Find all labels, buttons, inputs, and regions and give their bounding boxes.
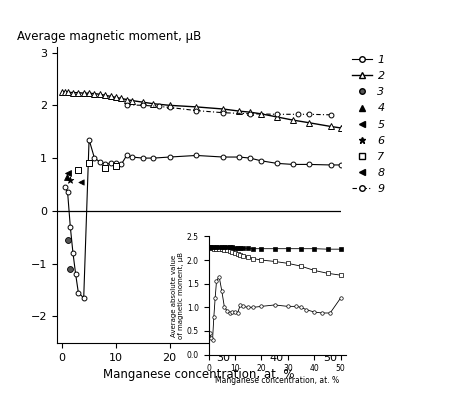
X-axis label: Manganese concentration, at. %: Manganese concentration, at. % [215,376,339,385]
Point [77,179,85,185]
X-axis label: Manganese concentration, at. %: Manganese concentration, at. % [103,368,295,381]
Point [112,163,120,169]
Point [66,266,74,272]
Point [64,237,72,243]
Point [63,173,70,180]
Point [64,170,72,176]
Text: Average magnetic moment, μB: Average magnetic moment, μB [17,30,201,43]
Y-axis label: Average absolute value
of magnetic moment, μB: Average absolute value of magnetic momen… [171,252,184,339]
Legend: 1, 2, 3, 4, 5, 6, 7, 8, 9: 1, 2, 3, 4, 5, 6, 7, 8, 9 [350,53,387,196]
Point [66,177,74,184]
Point [85,160,93,167]
Point [74,167,82,173]
Point [101,164,109,171]
